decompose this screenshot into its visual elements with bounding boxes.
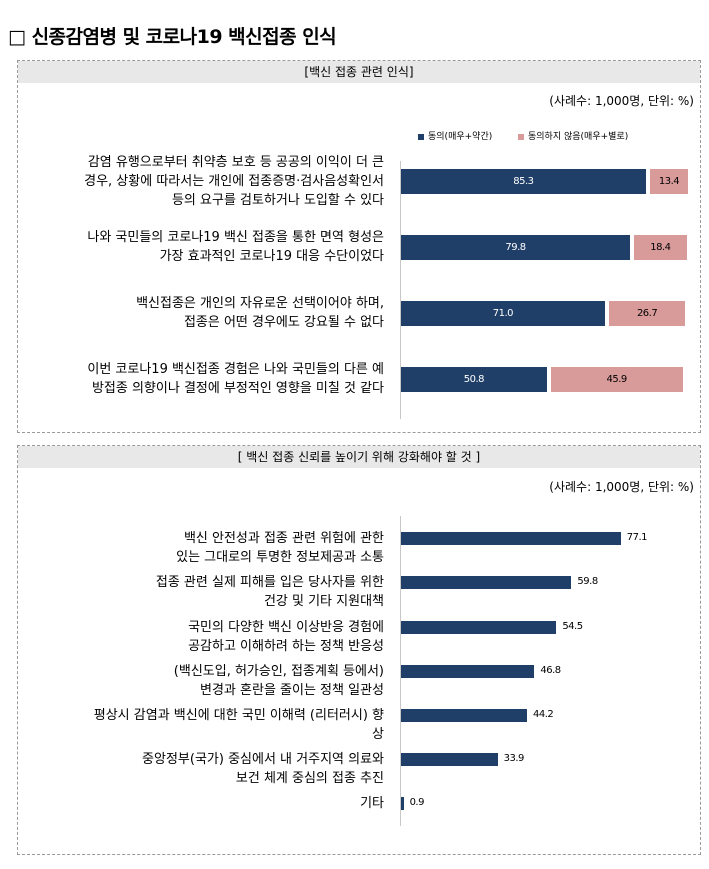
category-line: 공감하고 이해하려 하는 정책 반응성 bbox=[188, 639, 384, 654]
panel-title: [ 백신 접종 신뢰를 높이기 위해 강화해야 할 것 ] bbox=[18, 446, 700, 468]
bar bbox=[401, 621, 557, 634]
bar-disagree: 13.4 bbox=[649, 168, 689, 194]
bar-disagree: 18.4 bbox=[634, 234, 687, 260]
value-label: 46.8 bbox=[540, 665, 561, 676]
category-label: 기타 bbox=[360, 794, 384, 813]
chart-axis bbox=[400, 161, 401, 419]
legend-item-disagree: 동의하지 않음(매우+별로) bbox=[518, 129, 628, 142]
unit-note: (사례수: 1,000명, 단위: %) bbox=[549, 480, 694, 494]
statement-line: 이번 코로나19 백신접종 경험은 나와 국민들의 다른 예 bbox=[87, 362, 384, 377]
trust-improvement-panel: [ 백신 접종 신뢰를 높이기 위해 강화해야 할 것 ] (사례수: 1,00… bbox=[17, 445, 701, 855]
statement-line: 방접종 의향이나 결정에 부정적인 영향을 미칠 것 같다 bbox=[91, 381, 384, 396]
category-line: 평상시 감염과 백신에 대한 국민 이해력 (리터러시) 향 bbox=[93, 708, 384, 723]
value-label: 59.8 bbox=[577, 576, 598, 587]
legend-item-agree: 동의(매우+약간) bbox=[418, 129, 492, 142]
category-line: 중앙정부(국가) 중심에서 내 거주지역 의료와 bbox=[142, 752, 384, 767]
statement-label: 백신접종은 개인의 자유로운 선택이어야 하며, 접종은 어떤 경우에도 강요될 … bbox=[136, 294, 384, 332]
statement-line: 접종은 어떤 경우에도 강요될 수 없다 bbox=[183, 315, 384, 330]
bar bbox=[401, 753, 498, 766]
bar-disagree: 45.9 bbox=[550, 366, 683, 392]
category-line: 보건 체계 중심의 접종 추진 bbox=[235, 771, 384, 786]
value-label: 54.5 bbox=[562, 621, 583, 632]
statement-line: 등의 요구를 검토하거나 도입할 수 있다 bbox=[171, 192, 384, 208]
statement-line: 경우, 상황에 따라서는 개인에 접종증명·검사음성확인서 bbox=[84, 173, 384, 189]
category-line: (백신도입, 허가승인, 접종계획 등에서) bbox=[173, 664, 384, 679]
value-label: 44.2 bbox=[532, 709, 554, 720]
category-line: 건강 및 기타 지원대책 bbox=[263, 594, 384, 609]
bar bbox=[401, 532, 621, 545]
legend-swatch-disagree bbox=[518, 133, 524, 140]
statement-line: 가장 효과적인 코로나19 대응 수단이었다 bbox=[159, 249, 384, 264]
bar-agree: 50.8 bbox=[401, 366, 547, 392]
value-label: 77.1 bbox=[626, 532, 648, 543]
bar bbox=[401, 576, 572, 589]
category-line: 기타 bbox=[360, 796, 384, 811]
bar-agree: 85.3 bbox=[401, 168, 646, 194]
legend-label-disagree: 동의하지 않음(매우+별로) bbox=[528, 132, 629, 142]
bar-disagree: 26.7 bbox=[608, 300, 686, 326]
unit-note: (사례수: 1,000명, 단위: %) bbox=[549, 94, 694, 108]
statement-line: 감염 유행으로부터 취약층 보호 등 공공의 이익이 더 큰 bbox=[87, 154, 384, 170]
bar bbox=[401, 709, 527, 722]
vaccine-perception-panel: [백신 접종 관련 인식] (사례수: 1,000명, 단위: %) 동의(매우… bbox=[17, 60, 701, 433]
category-line: 변경과 혼란을 줄이는 정책 일관성 bbox=[200, 683, 384, 698]
category-line: 백신 안전성과 접종 관련 위험에 관한 bbox=[183, 531, 384, 546]
statement-line: 나와 국민들의 코로나19 백신 접종을 통한 면역 형성은 bbox=[87, 230, 384, 245]
value-label: 0.9 bbox=[409, 797, 425, 808]
bar bbox=[401, 665, 535, 678]
legend-label-agree: 동의(매우+약간) bbox=[428, 132, 493, 142]
value-label: 33.9 bbox=[503, 753, 525, 764]
category-label: (백신도입, 허가승인, 접종계획 등에서) 변경과 혼란을 줄이는 정책 일관성 bbox=[174, 662, 384, 700]
legend-swatch-agree bbox=[418, 133, 424, 140]
category-line: 상 bbox=[372, 727, 384, 742]
statement-line: 백신접종은 개인의 자유로운 선택이어야 하며, bbox=[136, 296, 384, 311]
page-title: □ 신종감염병 및 코로나19 백신접종 인식 bbox=[8, 26, 337, 48]
category-line: 있는 그대로의 투명한 정보제공과 소통 bbox=[176, 550, 384, 565]
category-line: 국민의 다양한 백신 이상반응 경험에 bbox=[188, 620, 384, 635]
panel-title: [백신 접종 관련 인식] bbox=[18, 61, 700, 83]
bar bbox=[401, 797, 404, 810]
bar-agree: 71.0 bbox=[401, 300, 605, 326]
bar-agree: 79.8 bbox=[401, 234, 631, 260]
category-line: 접종 관련 실제 피해를 입은 당사자를 위한 bbox=[155, 575, 384, 590]
chart-axis bbox=[400, 516, 401, 826]
